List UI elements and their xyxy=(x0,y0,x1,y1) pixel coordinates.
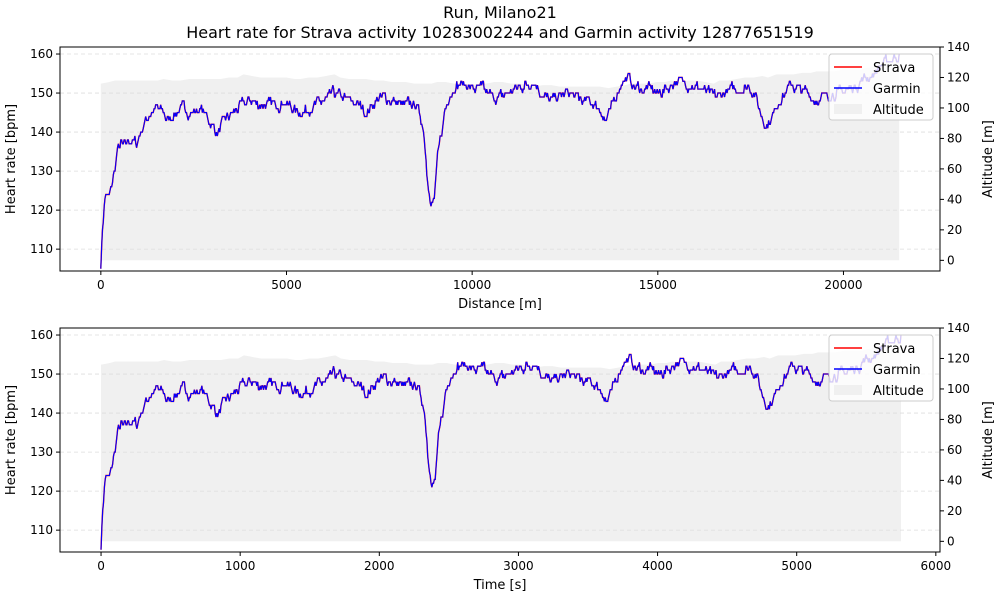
y-right-tick-label: 140 xyxy=(947,321,970,335)
legend-strava-label: Strava xyxy=(873,61,915,76)
y-right-tick-label: 140 xyxy=(947,40,970,54)
y-right-tick-label: 40 xyxy=(947,473,962,487)
x-tick-label: 0 xyxy=(97,278,105,292)
y-right-tick-label: 60 xyxy=(947,162,962,176)
legend-altitude-label: Altitude xyxy=(873,103,924,118)
y-right-axis-label: Altitude [m] xyxy=(981,120,996,198)
legend-altitude-swatch xyxy=(834,385,862,395)
altitude-area xyxy=(101,343,901,542)
y-right-tick-label: 120 xyxy=(947,70,970,84)
x-tick-label: 20000 xyxy=(824,278,862,292)
garmin-hr-line xyxy=(100,53,900,269)
altitude-area xyxy=(100,62,900,261)
legend: Strava Garmin Altitude xyxy=(828,334,934,402)
y-right-tick-label: 20 xyxy=(947,504,962,518)
axes-frame xyxy=(59,46,941,272)
y-left-tick-label: 130 xyxy=(30,164,53,178)
legend: Strava Garmin Altitude xyxy=(828,53,934,121)
garmin-hr-line xyxy=(100,334,902,550)
y-right-tick-label: 0 xyxy=(947,534,955,548)
time-panel: 0 1000 2000 3000 4000 5000 6000110120130140150… xyxy=(4,321,996,593)
x-tick-label: 1000 xyxy=(225,559,256,573)
axes-frame xyxy=(59,327,941,553)
y-right-axis-label: Altitude [m] xyxy=(981,401,996,479)
x-tick-label: 4000 xyxy=(642,559,673,573)
legend-garmin-label: Garmin xyxy=(873,363,921,378)
legend-box xyxy=(828,334,934,402)
x-tick-label: 3000 xyxy=(503,559,534,573)
y-left-tick-label: 110 xyxy=(30,523,53,537)
x-axis-label: Distance [m] xyxy=(458,297,542,312)
y-right-tick-label: 100 xyxy=(947,101,970,115)
y-right-tick-label: 0 xyxy=(947,253,955,267)
y-right-tick-label: 100 xyxy=(947,382,970,396)
figure-title-line1: Run, Milano21 xyxy=(443,3,557,22)
y-left-axis-label: Heart rate [bpm] xyxy=(4,104,19,214)
x-tick-label: 2000 xyxy=(364,559,395,573)
y-left-tick-label: 120 xyxy=(30,203,53,217)
y-left-tick-label: 120 xyxy=(30,484,53,498)
legend-altitude-label: Altitude xyxy=(873,384,924,399)
legend-box xyxy=(828,53,934,121)
legend-strava-label: Strava xyxy=(873,342,915,357)
y-left-axis-label: Heart rate [bpm] xyxy=(4,385,19,495)
x-tick-label: 10000 xyxy=(453,278,491,292)
y-left-tick-label: 150 xyxy=(30,367,53,381)
distance-panel: 0 5000 10000 15000 20000 110 120 130 140 150 160 0 2… xyxy=(4,40,996,312)
x-tick-label: 0 xyxy=(97,559,105,573)
x-tick-label: 6000 xyxy=(921,559,952,573)
y-right-tick-label: 80 xyxy=(947,412,962,426)
y-right-tick-label: 80 xyxy=(947,131,962,145)
y-left-tick-label: 160 xyxy=(30,47,53,61)
y-left-tick-label: 150 xyxy=(30,86,53,100)
y-right-tick-label: 40 xyxy=(947,192,962,206)
y-left-tick-label: 110 xyxy=(30,242,53,256)
x-tick-label: 15000 xyxy=(639,278,677,292)
legend-garmin-label: Garmin xyxy=(873,82,921,97)
y-left-tick-label: 160 xyxy=(30,328,53,342)
y-right-tick-label: 20 xyxy=(947,223,962,237)
x-axis-label: Time [s] xyxy=(473,578,527,593)
x-tick-label: 5000 xyxy=(271,278,302,292)
y-left-tick-label: 130 xyxy=(30,445,53,459)
figure-title-line2: Heart rate for Strava activity 102830022… xyxy=(186,23,814,42)
y-right-tick-label: 120 xyxy=(947,351,970,365)
y-left-tick-label: 140 xyxy=(30,406,53,420)
legend-altitude-swatch xyxy=(834,104,862,114)
y-right-tick-label: 60 xyxy=(947,443,962,457)
y-left-tick-label: 140 xyxy=(30,125,53,139)
x-tick-label: 5000 xyxy=(781,559,812,573)
